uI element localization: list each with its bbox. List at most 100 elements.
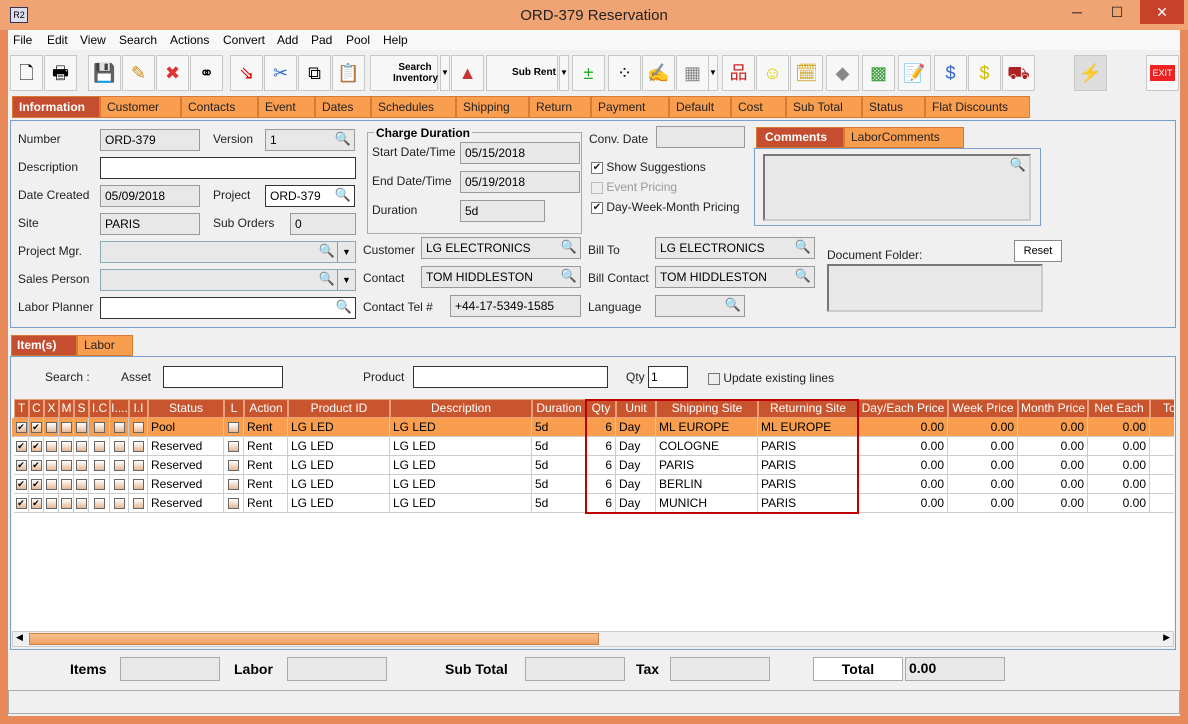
row-checkbox[interactable]: ✔ — [14, 418, 29, 437]
cell-qty[interactable]: 6 — [586, 418, 616, 437]
tab-labor[interactable]: Labor — [77, 335, 133, 356]
column-header[interactable]: C — [29, 399, 44, 418]
checkbox-icon[interactable] — [45, 498, 57, 510]
edit-pencil-icon[interactable]: ✎ — [122, 55, 155, 91]
search-icon[interactable]: 🔍 — [334, 187, 351, 202]
binoculars-icon[interactable]: ⚭ — [190, 55, 223, 91]
checkbox-icon[interactable]: ✔ — [30, 498, 42, 510]
cut-icon[interactable]: ✂ — [264, 55, 297, 91]
row-checkbox[interactable] — [59, 494, 74, 513]
transfer-icon[interactable]: ⇘ — [230, 55, 263, 91]
cell-action[interactable]: Rent — [244, 494, 288, 513]
scroll-right-icon[interactable]: ▶ — [1163, 632, 1170, 642]
table-row[interactable]: ✔ ✔ Reserved Rent LG LED LG LED 5d 6 Day COLOGNE P… — [12, 437, 1174, 456]
schedule-icon[interactable]: 🗓 — [790, 55, 823, 91]
bill-contact-field[interactable]: TOM HIDDLESTON 🔍 — [655, 266, 815, 288]
tab-shipping[interactable]: Shipping — [456, 96, 529, 118]
document-folder-field[interactable] — [827, 264, 1043, 312]
delete-x-icon[interactable]: ✖ — [156, 55, 189, 91]
row-checkbox[interactable] — [224, 494, 244, 513]
checkbox-icon[interactable]: ✔ — [15, 498, 27, 510]
tab-items[interactable]: Item(s) — [11, 335, 77, 356]
dwm-pricing-checkbox[interactable]: ✔ Day-Week-Month Pricing — [591, 200, 740, 214]
search-icon[interactable]: 🔍 — [334, 131, 351, 146]
search-icon[interactable]: 🔍 — [724, 297, 741, 312]
smiley-icon[interactable]: ☺ — [756, 55, 789, 91]
column-header[interactable]: Description — [390, 399, 532, 418]
table-row[interactable]: ✔ ✔ Pool Rent LG LED LG LED 5d 6 Day ML EUROPE ML … — [12, 418, 1174, 437]
checkbox-icon[interactable] — [60, 422, 72, 434]
column-header[interactable]: Unit — [616, 399, 656, 418]
row-checkbox[interactable] — [110, 475, 129, 494]
row-checkbox[interactable] — [224, 437, 244, 456]
cell-status[interactable]: Reserved — [148, 456, 224, 475]
eraser-icon[interactable]: ◆ — [826, 55, 859, 91]
table-row[interactable]: ✔ ✔ Reserved Rent LG LED LG LED 5d 6 Day BERLIN PA… — [12, 475, 1174, 494]
cell-shipping[interactable]: COLOGNE — [656, 437, 758, 456]
row-checkbox[interactable] — [44, 494, 59, 513]
cell-net[interactable]: 0.00 — [1088, 456, 1150, 475]
cell-unit[interactable]: Day — [616, 418, 656, 437]
checkbox-icon[interactable]: ✔ — [15, 479, 27, 491]
checkbox-icon[interactable] — [228, 479, 239, 491]
pool-icon[interactable]: ⁘ — [608, 55, 641, 91]
version-field[interactable]: 1 🔍 — [265, 129, 355, 151]
cell-description[interactable]: LG LED — [390, 456, 532, 475]
row-checkbox[interactable] — [89, 494, 110, 513]
row-checkbox[interactable] — [89, 456, 110, 475]
checkbox-icon[interactable] — [93, 479, 105, 491]
row-checkbox[interactable] — [224, 456, 244, 475]
cell-product_id[interactable]: LG LED — [288, 418, 390, 437]
row-checkbox[interactable]: ✔ — [14, 494, 29, 513]
cell-product_id[interactable]: LG LED — [288, 456, 390, 475]
cell-day[interactable]: 0.00 — [858, 418, 948, 437]
search-icon[interactable]: 🔍 — [560, 268, 577, 283]
column-header[interactable]: L — [224, 399, 244, 418]
checkbox-icon[interactable] — [132, 498, 144, 510]
cell-status[interactable]: Reserved — [148, 437, 224, 456]
checkbox-icon[interactable]: ✔ — [30, 422, 42, 434]
cell-status[interactable]: Reserved — [148, 494, 224, 513]
row-checkbox[interactable] — [74, 456, 89, 475]
checkbox-icon[interactable] — [113, 441, 125, 453]
cell-shipping[interactable]: BERLIN — [656, 475, 758, 494]
cell-qty[interactable]: 6 — [586, 475, 616, 494]
invoice-icon[interactable]: $ — [968, 55, 1001, 91]
checkbox-icon[interactable] — [75, 441, 87, 453]
customer-field[interactable]: LG ELECTRONICS 🔍 — [421, 237, 581, 259]
search-icon[interactable]: 🔍 — [335, 299, 352, 314]
row-checkbox[interactable] — [224, 418, 244, 437]
cell-net[interactable]: 0.00 — [1088, 475, 1150, 494]
tab-return[interactable]: Return — [529, 96, 591, 118]
checkbox-icon[interactable] — [113, 422, 125, 434]
number-field[interactable]: ORD-379 — [100, 129, 200, 151]
menu-edit[interactable]: Edit — [47, 33, 68, 47]
checkbox-icon[interactable] — [60, 441, 72, 453]
row-checkbox[interactable] — [44, 418, 59, 437]
menu-convert[interactable]: Convert — [223, 33, 266, 47]
column-header[interactable]: Returning Site — [758, 399, 858, 418]
checkbox-icon[interactable] — [228, 498, 239, 510]
paste-icon[interactable]: 📋 — [332, 55, 365, 91]
column-header[interactable]: Product ID — [288, 399, 390, 418]
row-checkbox[interactable] — [129, 456, 148, 475]
checkbox-icon[interactable]: ✔ — [30, 441, 42, 453]
checkbox-icon[interactable] — [60, 479, 72, 491]
cell-product_id[interactable]: LG LED — [288, 437, 390, 456]
row-checkbox[interactable] — [129, 437, 148, 456]
notes-icon[interactable]: ✍ — [642, 55, 675, 91]
checkbox-icon[interactable] — [113, 498, 125, 510]
cell-action[interactable]: Rent — [244, 456, 288, 475]
row-checkbox[interactable]: ✔ — [14, 437, 29, 456]
menu-file[interactable]: File — [13, 33, 33, 47]
language-field[interactable]: 🔍 — [655, 295, 745, 317]
checkbox-icon[interactable] — [93, 498, 105, 510]
search-icon[interactable]: 🔍 — [794, 239, 811, 254]
chevron-down-icon[interactable]: ▼ — [337, 270, 355, 290]
cell-week[interactable]: 0.00 — [948, 418, 1018, 437]
checkbox-icon[interactable]: ✔ — [15, 460, 27, 472]
cell-duration[interactable]: 5d — [532, 418, 586, 437]
cell-week[interactable]: 0.00 — [948, 456, 1018, 475]
contact-tel-field[interactable]: +44-17-5349-1585 — [450, 295, 581, 317]
row-checkbox[interactable] — [129, 475, 148, 494]
